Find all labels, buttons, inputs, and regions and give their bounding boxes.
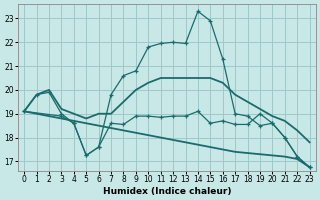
X-axis label: Humidex (Indice chaleur): Humidex (Indice chaleur) bbox=[103, 187, 231, 196]
